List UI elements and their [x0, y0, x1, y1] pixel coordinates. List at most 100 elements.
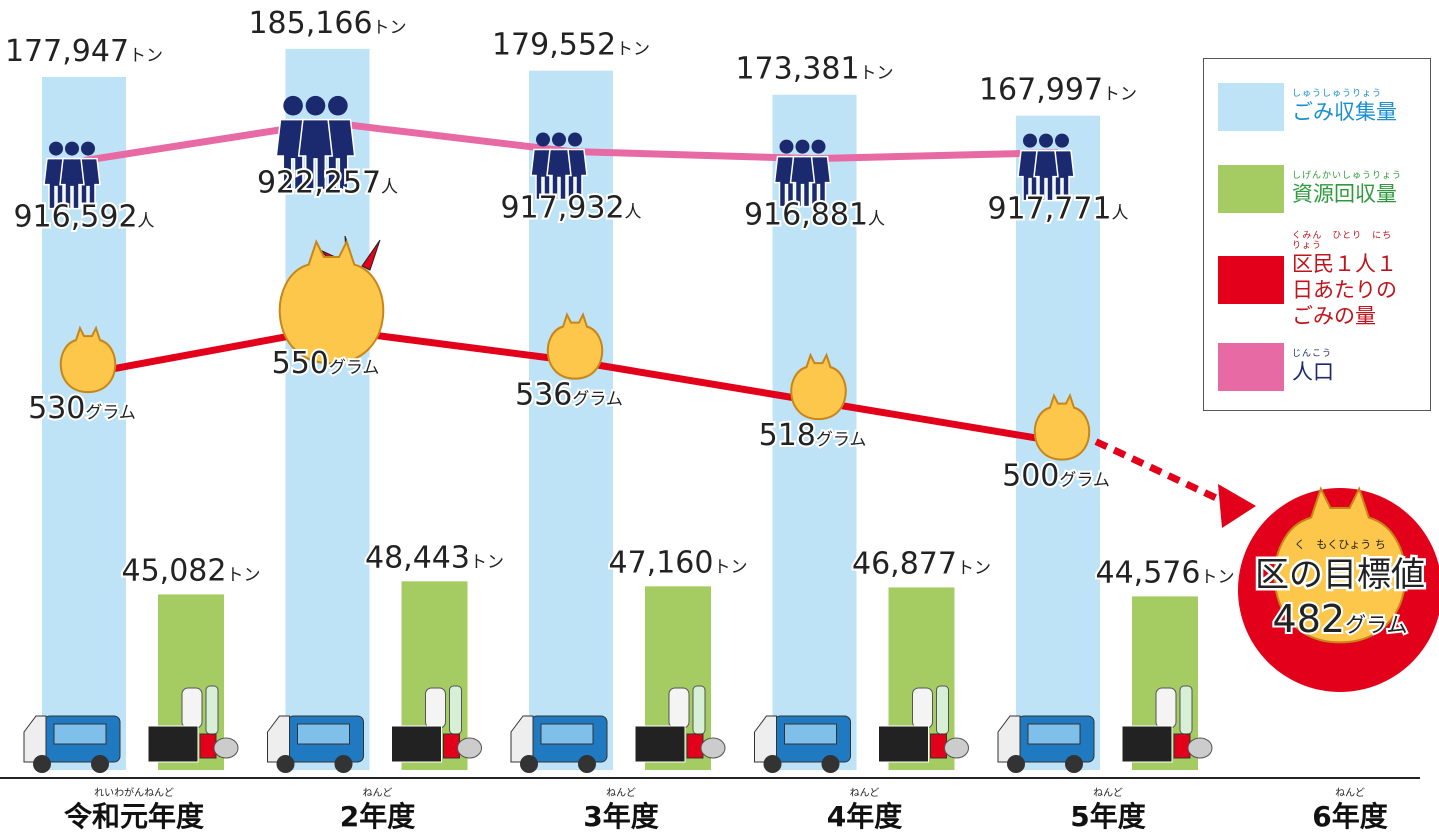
icon	[277, 755, 295, 773]
value-number: 185,166	[248, 6, 372, 41]
x-tick-label: 令和元年度	[64, 800, 204, 833]
icon	[1007, 755, 1025, 773]
value-number: 44,576	[1096, 555, 1201, 590]
value-unit: トン	[373, 18, 407, 38]
value-number: 167,997	[979, 73, 1103, 108]
icon	[182, 688, 202, 728]
icon	[1039, 134, 1053, 148]
category-reading: ねんど	[1093, 787, 1123, 799]
value-label: 179,552トン	[492, 28, 650, 63]
value-unit: トン	[860, 64, 894, 84]
icon	[780, 140, 794, 154]
icon	[1055, 134, 1069, 148]
legend-reading: くみん ひとり にち りょう	[1292, 231, 1410, 251]
icon	[520, 755, 538, 773]
icon	[669, 688, 689, 728]
value-unit: グラム	[572, 390, 623, 410]
icon	[937, 686, 949, 734]
value-number: 518	[759, 418, 816, 453]
value-unit: トン	[129, 46, 163, 66]
value-label: 47,160トン	[609, 545, 748, 580]
icon	[1023, 134, 1037, 148]
icon	[206, 686, 218, 734]
icon	[450, 686, 462, 734]
value-label: 917,932人	[500, 191, 641, 226]
value-number: 45,082	[122, 553, 227, 588]
icon	[298, 724, 350, 744]
icon	[764, 755, 782, 773]
legend-label: ごみ収集量	[1292, 100, 1397, 124]
value-number: 500	[1002, 459, 1059, 494]
legend-item: しげんかいしゅうりょう資源回収量	[1218, 159, 1410, 219]
x-tick-label: 4年度	[827, 800, 902, 833]
value-number: 916,881	[744, 198, 868, 233]
icon	[1180, 686, 1192, 734]
legend-reading: しげんかいしゅうりょう	[1292, 171, 1410, 181]
value-label: 185,166トン	[248, 6, 406, 41]
category-reading: れいわがんねんど	[94, 786, 174, 799]
icon	[879, 726, 929, 762]
icon	[552, 133, 566, 147]
icon	[568, 133, 582, 147]
value-number: 530	[28, 391, 85, 426]
value-label: 177,947トン	[5, 34, 163, 69]
icon	[812, 140, 826, 154]
value-label: 45,082トン	[122, 553, 261, 588]
icon	[65, 142, 79, 156]
legend: しゅうしゅうりょうごみ収集量しげんかいしゅうりょう資源回収量くみん ひとり にち…	[1203, 58, 1431, 411]
icon	[91, 755, 109, 773]
swatch	[1218, 256, 1284, 304]
icon	[49, 142, 63, 156]
target-arrow	[1096, 442, 1225, 502]
swatch	[1218, 343, 1284, 391]
icon	[931, 734, 947, 758]
legend-label: 人口	[1292, 360, 1334, 384]
target-label: 区の目標値	[1255, 555, 1425, 595]
value-unit: 人	[1112, 204, 1129, 224]
category-reading: ねんど	[363, 787, 393, 799]
icon	[214, 738, 238, 758]
value-unit: トン	[1200, 567, 1234, 587]
value-unit: グラム	[85, 403, 136, 423]
value-number: 48,443	[365, 540, 470, 575]
value-number: 179,552	[492, 28, 616, 63]
value-number: 46,877	[852, 546, 957, 581]
icon	[33, 755, 51, 773]
value-unit: トン	[226, 565, 260, 585]
value-number: 177,947	[5, 34, 129, 69]
icon	[1188, 738, 1212, 758]
target-reading: く もくひょう ち	[1294, 538, 1386, 551]
value-label: 48,443トン	[365, 540, 504, 575]
x-tick-label: 6年度	[1312, 800, 1387, 833]
legend-reading: しゅうしゅうりょう	[1292, 89, 1410, 99]
legend-swatch	[1218, 250, 1284, 310]
value-unit: グラム	[1059, 471, 1110, 491]
value-unit: 人	[138, 212, 155, 232]
value-label: 916,881人	[744, 198, 885, 233]
icon	[81, 142, 95, 156]
icon	[578, 755, 596, 773]
icon	[1174, 734, 1190, 758]
icon	[392, 726, 442, 762]
legend-swatch	[1218, 337, 1284, 397]
page: く もくひょう ち区の目標値482グラム177,947トン45,082トン916…	[0, 0, 1439, 835]
category-reading: ねんど	[1335, 787, 1365, 799]
icon	[687, 734, 703, 758]
legend-reading: じんこう	[1292, 349, 1410, 359]
icon	[701, 738, 725, 758]
value-unit: 人	[868, 210, 885, 230]
icon	[200, 734, 216, 758]
icon	[444, 734, 460, 758]
value-unit: グラム	[1345, 613, 1407, 637]
value-number: 917,932	[500, 191, 624, 226]
value-label: 922,257人	[257, 165, 398, 200]
arrow-head	[1218, 484, 1256, 528]
x-tick-label: 3年度	[583, 800, 658, 833]
value-label: 916,592人	[13, 200, 154, 235]
value-number: 482	[1273, 597, 1346, 641]
value-unit: トン	[1103, 85, 1137, 105]
legend-label: 区民１人１日あたりのごみの量	[1292, 252, 1397, 328]
icon	[54, 724, 106, 744]
swatch	[1218, 165, 1284, 213]
value-unit: トン	[957, 558, 991, 578]
